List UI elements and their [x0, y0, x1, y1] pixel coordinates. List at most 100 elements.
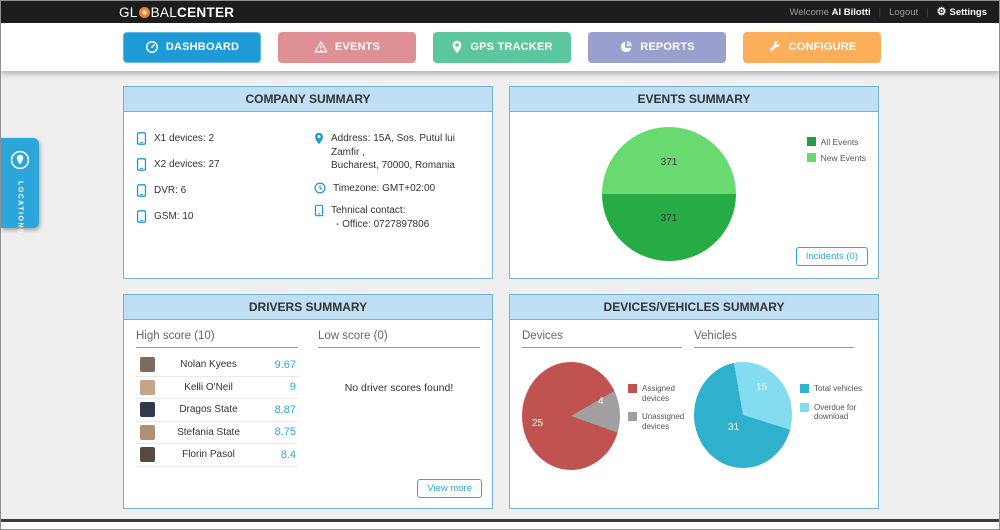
high-score-column: High score (10) Nolan Kyees 9.67 Kelli O…	[136, 330, 298, 467]
driver-row: Florin Pasol 8.4	[136, 444, 298, 467]
legend-swatch	[628, 384, 637, 393]
nav-reports-button[interactable]: REPORTS	[588, 31, 726, 63]
phone-icon	[136, 158, 147, 171]
panel-title: DEVICES/VEHICLES SUMMARY	[510, 295, 878, 320]
legend-item-unassigned-devices[interactable]: Unassigned devices	[628, 412, 694, 431]
pie-chart-icon	[619, 40, 633, 54]
gauge-icon	[145, 40, 159, 54]
driver-row: Nolan Kyees 9.67	[136, 354, 298, 377]
legend-swatch	[800, 402, 809, 412]
legend-item-new-events[interactable]: New Events	[806, 153, 866, 163]
legend-item-overdue-download[interactable]: Overdue for download	[800, 402, 866, 422]
vehicles-section: Vehicles 15 31 Total vehicles	[694, 330, 866, 470]
gear-icon: ⚙	[936, 5, 947, 18]
legend-swatch	[806, 153, 816, 162]
device-count-label: X1 devices: 2	[154, 133, 215, 144]
panel-grid: COMPANY SUMMARY X1 devices: 2 X2 devices…	[123, 86, 879, 509]
driver-avatar	[140, 402, 155, 418]
device-count-item: GSM: 10	[136, 210, 314, 223]
driver-avatar	[140, 379, 155, 395]
incidents-button[interactable]: Incidents (0)	[795, 247, 868, 266]
legend-swatch	[628, 412, 637, 422]
vehicles-header: Vehicles	[694, 330, 854, 348]
driver-score: 9	[289, 381, 296, 394]
legend-label: Overdue for download	[814, 402, 857, 422]
device-count-label: DVR: 6	[154, 185, 187, 196]
legend-item-total-vehicles[interactable]: Total vehicles	[800, 384, 866, 394]
panel-title: EVENTS SUMMARY	[510, 87, 878, 112]
contact-row: Tehnical contact: - Office: 0727897806	[314, 204, 482, 231]
vehicles-pie-chart[interactable]: 15 31	[694, 362, 792, 468]
device-counts-list: X1 devices: 2 X2 devices: 27 DVR: 6	[136, 132, 314, 240]
legend-label: Total vehicles	[814, 384, 863, 393]
nav-label: DASHBOARD	[165, 41, 240, 53]
nav-dashboard-button[interactable]: DASHBOARD	[123, 31, 261, 63]
welcome-text: Welcome Al Bilotti	[790, 7, 871, 18]
nav-label: EVENTS	[334, 41, 381, 53]
events-summary-panel: EVENTS SUMMARY All Events New Events	[509, 86, 879, 279]
address-line: Address: 15A, Sos. Putul lui Zamfir ,	[331, 133, 455, 158]
user-name: Al Bilotti	[831, 6, 871, 18]
legend-label: All Events	[820, 137, 859, 147]
high-score-list: Nolan Kyees 9.67 Kelli O'Neil 9 Dragos S…	[136, 354, 298, 467]
locations-label: LOCATIONS	[16, 181, 24, 236]
main-nav: DASHBOARD EVENTS GPS TRACKER REPORTS CON…	[1, 23, 999, 71]
locations-tab[interactable]: LOCATIONS	[1, 138, 39, 235]
dashboard-content: LOCATIONS COMPANY SUMMARY X1 devices: 2 …	[1, 71, 999, 519]
devices-chart-legend: Assigned devices Unassigned devices	[628, 384, 694, 470]
device-count-item: X2 devices: 27	[136, 158, 314, 171]
driver-score: 9.67	[274, 358, 296, 371]
drivers-summary-body: High score (10) Nolan Kyees 9.67 Kelli O…	[124, 320, 492, 467]
driver-avatar	[140, 424, 155, 440]
legend-item-assigned-devices[interactable]: Assigned devices	[628, 384, 694, 403]
wrench-icon	[768, 40, 782, 54]
legend-item-all-events[interactable]: All Events	[806, 137, 866, 147]
panel-title: DRIVERS SUMMARY	[124, 295, 492, 320]
no-scores-message: No driver scores found!	[344, 382, 454, 394]
vehicles-chart-legend: Total vehicles Overdue for download	[800, 384, 866, 468]
device-count-label: GSM: 10	[154, 211, 194, 222]
logout-link[interactable]: Logout	[889, 6, 919, 18]
driver-name: Kelli O'Neil	[184, 381, 233, 393]
driver-row: Kelli O'Neil 9	[136, 377, 298, 399]
phone-icon	[136, 210, 147, 223]
topbar-right: Welcome Al Bilotti | Logout | ⚙ Settings	[790, 5, 987, 18]
view-more-button[interactable]: View more	[417, 479, 482, 498]
devices-section: Devices 25 4 Assigned devices	[522, 330, 694, 470]
driver-score: 8.87	[274, 403, 296, 416]
low-score-column: Low score (0) No driver scores found!	[318, 330, 480, 467]
nav-configure-button[interactable]: CONFIGURE	[743, 31, 881, 63]
devices-header: Devices	[522, 330, 682, 348]
company-summary-panel: COMPANY SUMMARY X1 devices: 2 X2 devices…	[123, 86, 493, 279]
devices-vehicles-summary-panel: DEVICES/VEHICLES SUMMARY Devices 25 4	[509, 294, 879, 509]
nav-label: GPS TRACKER	[470, 41, 553, 53]
bottom-border-bar	[1, 519, 999, 522]
welcome-prefix: Welcome	[789, 6, 829, 18]
driver-avatar	[140, 357, 155, 373]
legend-label: Unassigned devices	[642, 412, 685, 431]
high-score-header: High score (10)	[136, 330, 298, 348]
driver-name: Stefania State	[177, 426, 240, 438]
nav-gps-tracker-button[interactable]: GPS TRACKER	[433, 31, 571, 63]
logo-text-post: CENTER	[177, 4, 235, 20]
divider: |	[878, 6, 882, 18]
pie-slice-value: 371	[660, 157, 678, 168]
phone-icon	[136, 132, 147, 145]
nav-events-button[interactable]: EVENTS	[278, 31, 416, 63]
devices-pie-chart[interactable]: 25 4	[522, 362, 620, 470]
events-pie-chart[interactable]: 371 371	[602, 127, 736, 261]
address-line: Bucharest, 70000, Romania	[331, 160, 455, 171]
pie-slice-value: 371	[660, 213, 678, 224]
warning-icon	[314, 40, 328, 54]
device-count-item: DVR: 6	[136, 184, 314, 197]
settings-button[interactable]: ⚙ Settings	[936, 5, 987, 18]
devices-vehicles-body: Devices 25 4 Assigned devices	[510, 320, 878, 470]
low-score-header: Low score (0)	[318, 330, 480, 348]
legend-swatch	[806, 137, 816, 146]
topbar: GL BAL CENTER Welcome Al Bilotti | Logout …	[1, 1, 999, 23]
nav-label: CONFIGURE	[788, 41, 857, 53]
contact-title: Tehnical contact:	[331, 205, 406, 216]
nav-label: REPORTS	[640, 41, 695, 53]
map-marker-icon	[451, 40, 463, 54]
driver-name: Dragos State	[179, 404, 238, 416]
